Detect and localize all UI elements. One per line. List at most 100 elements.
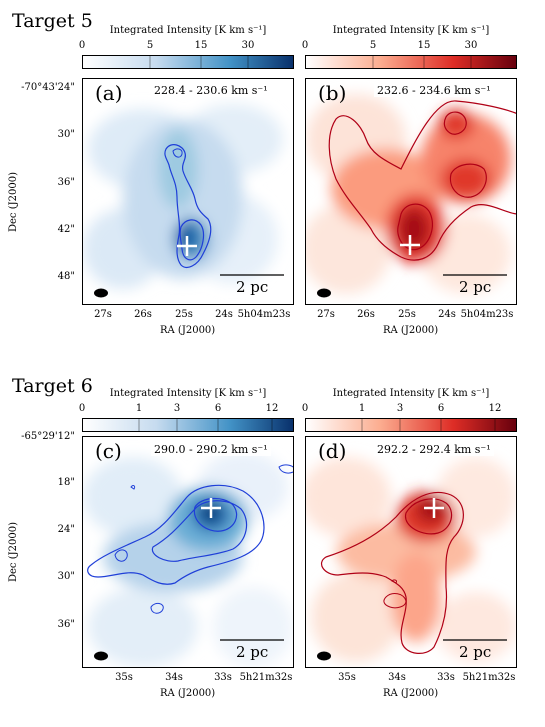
scale-bar-label: 2 pc	[459, 643, 492, 661]
ra-tick: 35s	[115, 672, 133, 683]
ra-axis-title: RA (J2000)	[383, 688, 439, 699]
velocity-range: 292.2 - 292.4 km s⁻¹	[374, 443, 494, 456]
ra-tick: 5h04m23s	[460, 309, 514, 320]
colorbar-tick: 3	[396, 403, 404, 414]
ra-axis-title: RA (J2000)	[160, 688, 216, 699]
colorbar-c-label: Integrated Intensity [K km s⁻¹]	[109, 388, 267, 399]
scale-bar-label: 2 pc	[236, 643, 269, 661]
panel-c: (c) 290.0 - 290.2 km s⁻¹ 2 pc	[82, 436, 294, 668]
colorbar-b	[305, 55, 517, 69]
ra-axis-title: RA (J2000)	[383, 325, 439, 336]
velocity-range: 290.0 - 290.2 km s⁻¹	[151, 443, 271, 456]
dec-tick: -65°29'12"	[21, 431, 75, 442]
ra-tick: 5h21m32s	[239, 672, 293, 683]
colorbar-tick: 5	[369, 40, 377, 51]
panel-letter: (b)	[318, 81, 347, 105]
colorbar-tick: 6	[214, 403, 222, 414]
panel-d: (d) 292.2 - 292.4 km s⁻¹ 2 pc	[305, 436, 517, 668]
ra-tick: 24s	[215, 309, 233, 320]
contour-inner	[443, 111, 467, 135]
ra-tick: 35s	[338, 672, 356, 683]
contour-inner	[193, 497, 238, 532]
ra-tick: 27s	[317, 309, 335, 320]
ra-tick: 24s	[438, 309, 456, 320]
ra-tick: 34s	[388, 672, 406, 683]
panel-c-map	[83, 452, 293, 667]
ra-axis-title: RA (J2000)	[160, 325, 216, 336]
colorbar-a-label: Integrated Intensity [K km s⁻¹]	[109, 25, 267, 36]
dec-axis-title: Dec (J2000)	[8, 172, 19, 232]
dec-tick: 18"	[57, 477, 75, 488]
velocity-range: 232.6 - 234.6 km s⁻¹	[374, 84, 494, 97]
panel-b-map	[306, 94, 516, 298]
panel-letter: (c)	[95, 439, 122, 463]
ra-tick: 27s	[94, 309, 112, 320]
contour-inner	[397, 203, 433, 251]
contour-outer	[328, 100, 516, 261]
contour-small	[383, 593, 407, 609]
dec-tick: 30"	[57, 571, 75, 582]
contour-inner	[449, 163, 487, 198]
panel-a-map	[83, 104, 284, 298]
ra-tick: 34s	[165, 672, 183, 683]
colorbar-d	[305, 418, 517, 432]
ra-tick: 25s	[175, 309, 193, 320]
beam-ellipse	[317, 651, 331, 661]
ra-tick: 26s	[134, 309, 152, 320]
colorbar-tick: 6	[437, 403, 445, 414]
target-5-title: Target 5	[12, 10, 93, 32]
contour-inner	[151, 500, 248, 562]
dec-tick: 30"	[57, 129, 75, 140]
colorbar-b-label: Integrated Intensity [K km s⁻¹]	[332, 25, 490, 36]
colorbar-tick: 30	[241, 40, 255, 51]
colorbar-tick: 3	[173, 403, 181, 414]
panel-b: (b) 232.6 - 234.6 km s⁻¹ 2 pc	[305, 78, 517, 305]
scale-bar-label: 2 pc	[236, 278, 269, 296]
dec-tick: 36"	[57, 619, 75, 630]
colorbar-tick: 0	[301, 403, 309, 414]
ra-tick: 33s	[214, 672, 232, 683]
colorbar-tick: 15	[417, 40, 431, 51]
colorbar-tick: 0	[301, 40, 309, 51]
colorbar-tick: 0	[78, 403, 86, 414]
colorbar-tick: 15	[194, 40, 208, 51]
panel-letter: (a)	[95, 81, 123, 105]
colorbar-tick: 12	[488, 403, 502, 414]
beam-ellipse	[94, 288, 108, 298]
colorbar-tick: 30	[464, 40, 478, 51]
ra-tick: 33s	[437, 672, 455, 683]
dec-tick: 36"	[57, 177, 75, 188]
target-6-title: Target 6	[12, 375, 93, 397]
ra-tick: 26s	[357, 309, 375, 320]
contour-inner	[179, 219, 205, 261]
contour-small	[172, 148, 183, 158]
beam-ellipse	[94, 651, 108, 661]
colorbar-d-label: Integrated Intensity [K km s⁻¹]	[332, 388, 490, 399]
contour-outer	[164, 144, 212, 268]
ra-tick: 25s	[398, 309, 416, 320]
contour-small	[278, 464, 293, 474]
contour-small	[150, 602, 164, 614]
colorbar-a	[82, 55, 294, 69]
ra-tick: 5h21m32s	[462, 672, 516, 683]
colorbar-c	[82, 418, 294, 432]
colorbar-tick: 1	[358, 403, 366, 414]
contour-outer	[321, 491, 464, 654]
colorbar-tick: 5	[146, 40, 154, 51]
panel-d-map	[306, 457, 516, 662]
dec-tick: 48"	[57, 271, 75, 282]
contour-outer	[87, 484, 265, 585]
dec-tick: -70°43'24"	[21, 82, 75, 93]
panel-a: (a) 228.4 - 230.6 km s⁻¹ 2 pc	[82, 78, 294, 305]
panel-letter: (d)	[318, 439, 347, 463]
ra-tick: 5h04m23s	[237, 309, 291, 320]
dec-axis-title: Dec (J2000)	[8, 522, 19, 582]
dec-tick: 24"	[57, 524, 75, 535]
colorbar-tick: 0	[78, 40, 86, 51]
scale-bar-label: 2 pc	[459, 278, 492, 296]
contour-inner	[405, 498, 453, 535]
contour-small	[114, 549, 128, 562]
colorbar-tick: 12	[265, 403, 279, 414]
beam-ellipse	[317, 288, 331, 298]
velocity-range: 228.4 - 230.6 km s⁻¹	[151, 84, 271, 97]
